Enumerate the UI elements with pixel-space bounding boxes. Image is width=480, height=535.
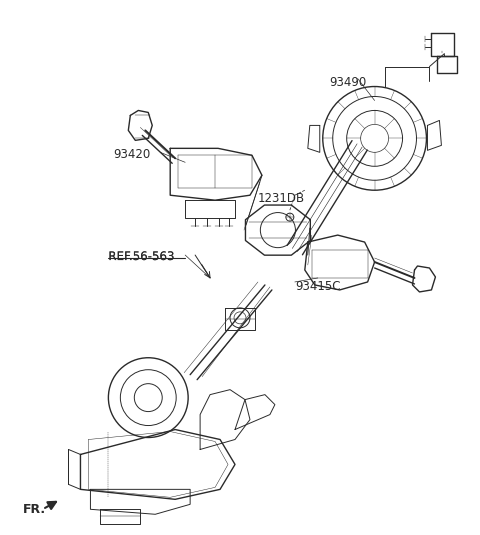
Text: FR.: FR. xyxy=(23,503,46,516)
Text: REF.56-563: REF.56-563 xyxy=(108,250,174,263)
Text: 93490: 93490 xyxy=(330,75,367,89)
Text: 93420: 93420 xyxy=(113,148,151,162)
Text: 1231DB: 1231DB xyxy=(258,192,305,205)
Text: 93415C: 93415C xyxy=(295,280,340,293)
